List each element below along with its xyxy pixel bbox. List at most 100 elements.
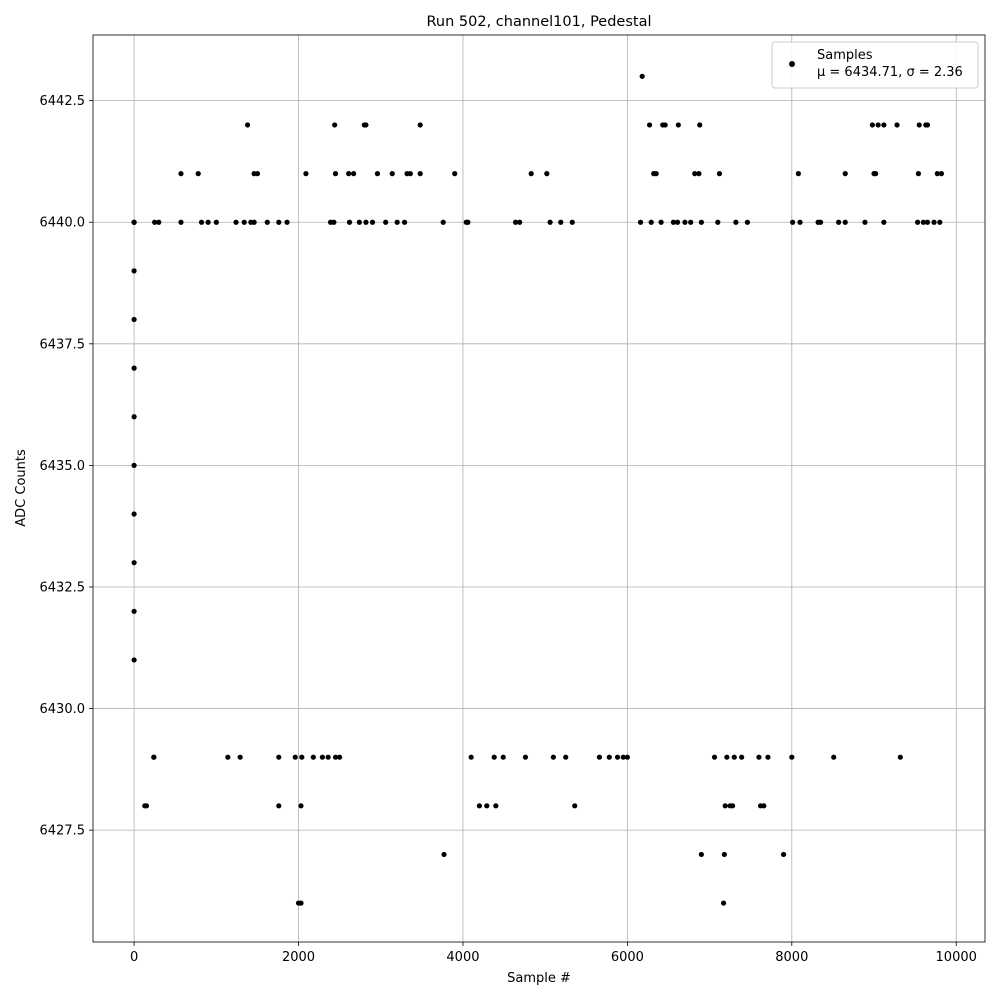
data-point: [195, 171, 201, 177]
data-point: [733, 219, 739, 225]
data-point: [916, 122, 922, 128]
data-point: [920, 219, 926, 225]
data-point: [696, 171, 702, 177]
data-point: [407, 171, 413, 177]
data-point: [624, 754, 630, 760]
data-point: [780, 851, 787, 858]
data-point: [363, 219, 369, 225]
data-point: [484, 803, 490, 809]
data-point: [491, 754, 497, 760]
data-point: [298, 900, 304, 906]
data-point: [797, 219, 803, 225]
data-point: [452, 171, 458, 177]
data-point: [692, 171, 698, 177]
data-point: [897, 754, 903, 760]
data-point: [924, 219, 931, 225]
grid: [93, 35, 985, 942]
data-point: [131, 268, 137, 274]
data-point: [688, 219, 694, 225]
data-point: [319, 754, 325, 760]
data-point: [331, 219, 337, 225]
data-point: [637, 219, 644, 225]
data-point: [790, 219, 796, 225]
x-tick-label: 6000: [611, 950, 644, 965]
data-point: [346, 171, 352, 177]
data-point: [298, 803, 304, 809]
data-point: [522, 754, 529, 760]
data-point: [675, 122, 681, 128]
data-point: [389, 171, 395, 177]
data-point: [500, 754, 506, 760]
data-point: [244, 122, 251, 128]
data-point: [264, 219, 270, 225]
legend: Samples μ = 6434.71, σ = 2.36: [771, 41, 979, 89]
data-points: [131, 73, 945, 906]
data-point: [292, 754, 298, 760]
data-point: [765, 754, 771, 760]
data-point: [931, 219, 937, 225]
data-point: [337, 754, 343, 760]
legend-box: [771, 41, 979, 89]
data-point: [744, 219, 751, 225]
data-point: [934, 171, 940, 177]
legend-series-label: Samples: [817, 48, 873, 63]
data-point: [620, 754, 626, 760]
data-point: [881, 219, 887, 225]
data-point: [873, 171, 879, 177]
data-point: [213, 219, 219, 225]
data-point: [205, 219, 211, 225]
data-point: [817, 219, 824, 225]
y-axis-ticks: 6427.5 6430.0 6432.5 6435.0 6437.5 6440.0 6442…: [40, 94, 93, 839]
chart-title: Run 502, channel101, Pedestal: [426, 14, 651, 30]
data-point: [698, 851, 704, 858]
legend-stats-label: μ = 6434.71, σ = 2.36: [817, 65, 963, 80]
data-point: [914, 219, 921, 225]
data-point: [493, 803, 499, 809]
data-point: [697, 122, 703, 128]
data-point: [572, 803, 578, 809]
y-tick-label: 6427.5: [40, 824, 86, 839]
data-point: [143, 803, 150, 809]
x-tick-label: 8000: [775, 950, 808, 965]
data-point: [468, 754, 474, 760]
x-tick-label: 2000: [282, 950, 315, 965]
data-point: [596, 754, 603, 760]
data-point: [646, 122, 653, 128]
data-point: [351, 171, 357, 177]
data-point: [756, 754, 762, 760]
data-point: [544, 171, 550, 177]
data-point: [721, 851, 727, 858]
data-point: [722, 803, 728, 809]
data-point: [332, 171, 339, 177]
data-point: [869, 122, 875, 128]
data-point: [356, 219, 362, 225]
data-point: [528, 171, 534, 177]
data-point: [648, 219, 654, 225]
x-axis-ticks: 0 2000 4000 6000 8000 10000: [130, 942, 977, 965]
data-point: [440, 219, 446, 225]
data-point: [842, 219, 848, 225]
data-point: [441, 851, 447, 858]
data-point: [614, 754, 621, 760]
data-point: [241, 219, 247, 225]
data-point: [915, 171, 922, 177]
data-point: [698, 219, 704, 225]
data-point: [346, 219, 353, 225]
data-point: [476, 803, 482, 809]
data-point: [761, 803, 767, 809]
data-point: [276, 754, 282, 760]
data-point: [198, 219, 205, 225]
data-point: [374, 171, 381, 177]
y-tick-label: 6435.0: [40, 459, 86, 474]
data-point: [152, 219, 158, 225]
data-point: [711, 754, 718, 760]
data-point: [417, 122, 423, 128]
data-point: [739, 754, 745, 760]
data-point: [369, 219, 376, 225]
data-point: [875, 122, 881, 128]
plot-frame: [92, 34, 986, 943]
data-point: [715, 219, 721, 225]
data-point: [131, 219, 137, 225]
data-point: [131, 316, 137, 323]
